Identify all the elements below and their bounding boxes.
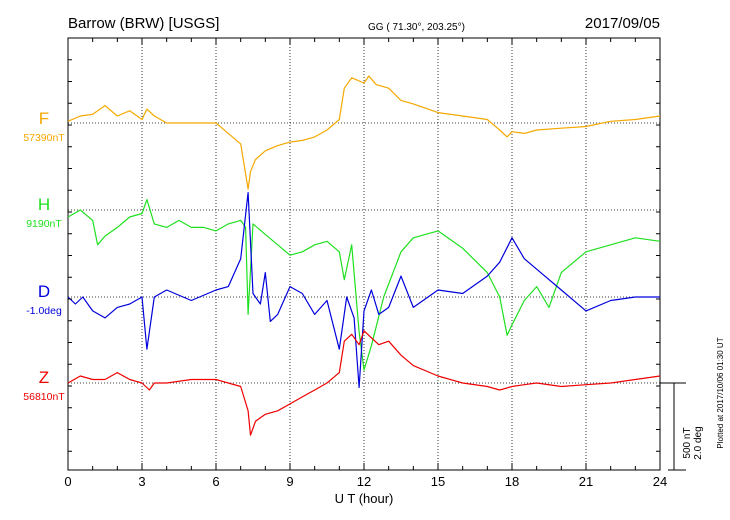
series-line-z xyxy=(67,330,661,436)
series-group xyxy=(67,75,661,436)
series-baseline-f: 57390nT xyxy=(23,132,65,144)
scale-bar-deg: 2.0 deg xyxy=(693,426,704,459)
date-label: 2017/09/05 xyxy=(585,15,660,32)
scale-bar-nt: 500 nT xyxy=(682,427,693,458)
x-tick-label: 3 xyxy=(138,474,145,489)
series-line-f xyxy=(67,75,661,190)
coordinates-label: GG ( 71.30°, 203.25°) xyxy=(368,22,465,33)
x-tick-label: 0 xyxy=(64,474,71,489)
series-label-z: Z xyxy=(39,368,49,387)
x-tick-label: 9 xyxy=(286,474,293,489)
series-line-h xyxy=(67,199,661,371)
x-tick-label: 21 xyxy=(579,474,593,489)
station-title: Barrow (BRW) [USGS] xyxy=(68,15,219,32)
series-baseline-h: 9190nT xyxy=(26,218,62,230)
scale-bar: 500 nT 2.0 deg xyxy=(660,382,704,471)
x-tick-label: 6 xyxy=(212,474,219,489)
x-axis-label: U T (hour) xyxy=(335,491,394,506)
series-baseline-z: 56810nT xyxy=(23,391,65,403)
grid-lines xyxy=(68,38,660,470)
x-tick-label: 24 xyxy=(653,474,667,489)
series-label-f: F xyxy=(39,109,49,128)
x-tick-label: 15 xyxy=(431,474,445,489)
x-tick-label: 18 xyxy=(505,474,519,489)
series-label-d: D xyxy=(38,282,50,301)
x-axis: 0 3 6 9 12 15 18 21 24 xyxy=(64,38,667,489)
series-baseline-d: -1.0deg xyxy=(26,305,62,317)
y-axis-ticks xyxy=(68,59,660,452)
plotted-at-note: Plotted at 2017/10/06 01:30 UT xyxy=(716,337,725,448)
series-line-d xyxy=(67,192,660,389)
series-label-h: H xyxy=(38,195,50,214)
x-tick-label: 12 xyxy=(357,474,371,489)
